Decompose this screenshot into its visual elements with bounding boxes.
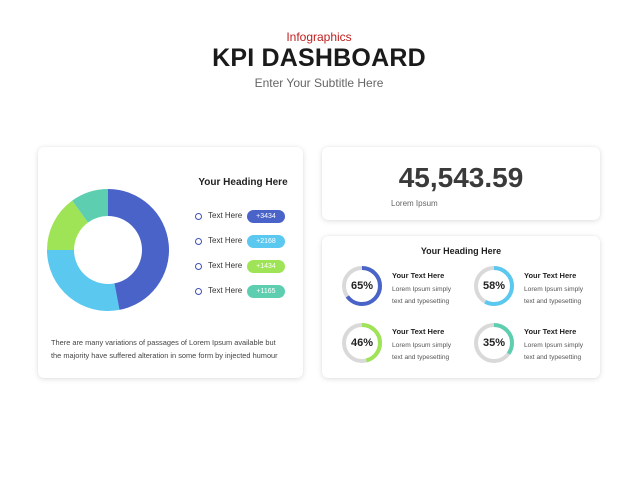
gauge-progress (474, 266, 514, 306)
donut-chart (46, 188, 170, 312)
gauge-percent: 35% (482, 337, 506, 349)
legend-label: Text Here (208, 261, 243, 270)
legend-value-badge: +1434 (247, 260, 285, 273)
donut-segment (47, 200, 89, 250)
donut-segment (47, 250, 120, 311)
donut-segment (108, 189, 169, 310)
legend-value-badge: +3434 (247, 210, 285, 223)
donut-card: Your Heading Here Text Here +3434 Text H… (38, 147, 303, 378)
donut-svg (47, 189, 169, 311)
legend-label: Text Here (208, 211, 243, 220)
legend-label: Text Here (208, 286, 243, 295)
legend-label: Text Here (208, 236, 243, 245)
gauge-ring (474, 323, 514, 363)
gauge-percent: 58% (482, 280, 506, 292)
description-line: There are many variations of passages of… (51, 338, 276, 347)
gauge-description: Lorem Ipsum simply (524, 286, 583, 293)
gauge-title: Your Text Here (392, 271, 445, 280)
kpi-label: Lorem Ipsum (391, 199, 438, 208)
kpi-card: 45,543.59 Lorem Ipsum (322, 147, 600, 220)
gauge-progress (342, 323, 382, 363)
gauge: 65% (341, 265, 383, 307)
gauge-title: Your Text Here (524, 271, 577, 280)
gauge-ring (342, 266, 382, 306)
gauge-ring (474, 266, 514, 306)
header-eyebrow: Infographics (286, 30, 352, 44)
gauge-progress (342, 266, 382, 306)
legend-item: Text Here +1434 (195, 260, 295, 274)
gauge-title: Your Text Here (524, 327, 577, 336)
gauge: 58% (473, 265, 515, 307)
gauge-progress (474, 323, 514, 363)
legend-bullet-icon (195, 238, 202, 245)
legend-value-badge: +2168 (247, 235, 285, 248)
gauge-description: Lorem Ipsum simply (392, 286, 451, 293)
legend-value-badge: +1165 (247, 285, 285, 298)
legend-bullet-icon (195, 263, 202, 270)
legend-item: Text Here +2168 (195, 235, 295, 249)
gauge: 46% (341, 322, 383, 364)
gauge: 35% (473, 322, 515, 364)
page-title: KPI DASHBOARD (212, 44, 426, 72)
gauge-description: text and typesetting (392, 354, 450, 361)
gauge-description: text and typesetting (524, 354, 582, 361)
gauge-title: Your Text Here (392, 327, 445, 336)
gauges-card-heading: Your Heading Here (420, 246, 502, 256)
description-line: the majority have suffered alteration in… (51, 351, 278, 360)
legend-bullet-icon (195, 213, 202, 220)
legend-item: Text Here +1165 (195, 285, 295, 299)
legend-item: Text Here +3434 (195, 210, 295, 224)
gauges-card: Your Heading Here 65% Your Text Here Lor… (322, 236, 600, 378)
donut-segment (72, 189, 108, 223)
gauge-description: Lorem Ipsum simply (392, 342, 451, 349)
gauge-description: text and typesetting (392, 298, 450, 305)
gauge-percent: 46% (350, 337, 374, 349)
donut-card-heading: Your Heading Here (198, 177, 288, 188)
gauge-percent: 65% (350, 280, 374, 292)
gauge-description: Lorem Ipsum simply (524, 342, 583, 349)
donut-card-description: There are many variations of passages of… (51, 336, 296, 362)
page-subtitle: Enter Your Subtitle Here (254, 76, 384, 90)
gauge-description: text and typesetting (524, 298, 582, 305)
kpi-value: 45,543.59 (398, 162, 524, 193)
legend-bullet-icon (195, 288, 202, 295)
gauge-ring (342, 323, 382, 363)
